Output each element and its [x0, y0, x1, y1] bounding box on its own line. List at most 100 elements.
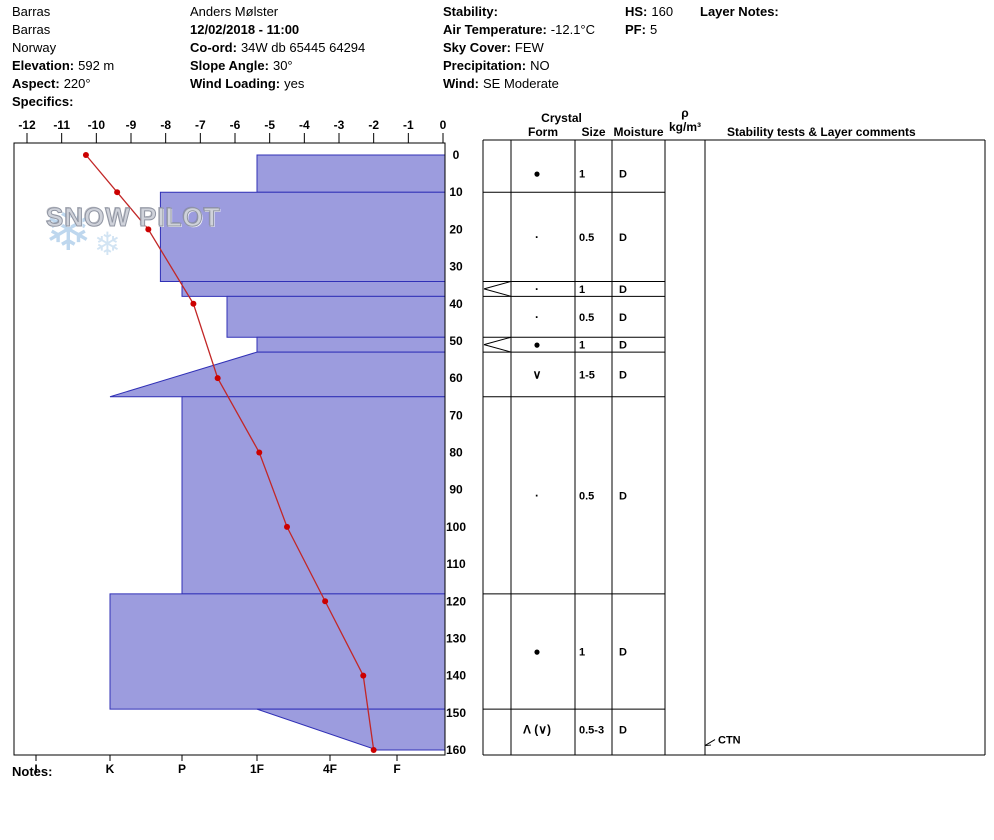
elevation-field: Elevation: 592 m — [12, 58, 114, 74]
crystal-size-value: 0.5-3 — [579, 725, 604, 737]
table-header: Form — [528, 125, 558, 139]
wind-label: Wind: — [443, 76, 479, 91]
crystal-form-symbol: ∨ — [533, 367, 542, 381]
precipitation-label: Precipitation: — [443, 58, 527, 73]
temperature-point — [214, 375, 221, 382]
observer-text: Anders Mølster — [190, 4, 279, 19]
temp-axis-label: -11 — [53, 118, 70, 132]
depth-axis-label: 50 — [449, 334, 463, 348]
depth-axis-label: 0 — [453, 148, 460, 162]
crystal-size-value: 1 — [579, 284, 585, 296]
hardness-axis-label: I — [34, 762, 37, 776]
snow-layer — [226, 295, 446, 338]
air-temp-field: Air Temperature: -12.1°C — [443, 22, 595, 38]
hardness-axis-label: 4F — [323, 762, 337, 776]
slope-angle-value: 30° — [272, 58, 293, 73]
crystal-form-symbol: ● — [533, 338, 540, 352]
chart-border — [13, 142, 446, 756]
hardness-axis-label: 1F — [250, 762, 264, 776]
slope-angle-label: Slope Angle: — [190, 58, 269, 73]
temperature-point — [114, 189, 121, 196]
stability-test-label: CTN — [718, 735, 741, 747]
layer-notes-field: Layer Notes: — [700, 4, 783, 20]
depth-axis-label: 70 — [449, 408, 463, 422]
moisture-value: D — [619, 369, 627, 381]
notes-field: Notes: — [12, 764, 56, 780]
crystal-size-value: 1 — [579, 169, 585, 181]
coordinates-label: Co-ord: — [190, 40, 237, 55]
depth-axis-label: 80 — [449, 446, 463, 460]
temp-axis-label: -2 — [368, 118, 379, 132]
crystal-form-symbol: ● — [533, 644, 540, 658]
coordinates-value: 34W db 65445 64294 — [240, 40, 366, 55]
precipitation-value: NO — [530, 58, 550, 73]
sky-cover-label: Sky Cover: — [443, 40, 511, 55]
country: Norway — [12, 40, 56, 56]
moisture-value: D — [619, 312, 627, 324]
snow-layer — [159, 191, 446, 282]
aspect-field: Aspect: 220° — [12, 76, 91, 92]
layer-notes-label: Layer Notes: — [700, 4, 779, 19]
hardness-axis-label: F — [393, 762, 400, 776]
hs-field: HS: 160 — [625, 4, 673, 20]
observer: Anders Mølster — [190, 4, 278, 20]
hs-label: HS: — [625, 4, 648, 19]
coordinates-field: Co-ord: 34W db 65445 64294 — [190, 40, 365, 56]
depth-axis-label: 150 — [446, 706, 466, 720]
crystal-size-value: 1-5 — [579, 369, 595, 381]
snow-layer — [181, 280, 446, 297]
pf-label: PF: — [625, 22, 646, 37]
depth-axis-label: 160 — [446, 743, 466, 757]
specifics-label: Specifics: — [12, 94, 74, 109]
temp-axis-label: 0 — [440, 118, 447, 132]
snow-layer — [256, 708, 446, 751]
depth-axis-label: 140 — [446, 669, 466, 683]
table-header: Stability tests & Layer comments — [727, 125, 916, 139]
hardness-axis-label: P — [178, 762, 186, 776]
snow-layer — [256, 154, 446, 193]
temp-axis-label: -12 — [18, 118, 36, 132]
datetime-text: 12/02/2018 - 11:00 — [190, 22, 300, 37]
crystal-form-symbol: ● — [533, 167, 540, 181]
moisture-value: D — [619, 169, 627, 181]
table-header: kg/m³ — [669, 120, 701, 134]
depth-axis-label: 120 — [446, 594, 466, 608]
moisture-value: D — [619, 490, 627, 502]
crystal-form-symbol: · — [535, 310, 539, 324]
table-header: Size — [581, 125, 605, 139]
temperature-point — [370, 747, 377, 753]
thin-layer-connector — [483, 288, 512, 297]
temperature-point — [360, 672, 367, 679]
pf-field: PF: 5 — [625, 22, 657, 38]
snow-layer — [181, 396, 446, 595]
stability-field: Stability: — [443, 4, 502, 20]
hardness-axis-label: K — [106, 762, 115, 776]
temp-axis-label: -6 — [230, 118, 241, 132]
snow-layer — [109, 593, 446, 710]
slope-angle-field: Slope Angle: 30° — [190, 58, 293, 74]
crystal-size-value: 0.5 — [579, 232, 594, 244]
depth-axis-label: 130 — [446, 631, 466, 645]
thin-layer-connector — [483, 280, 512, 290]
temp-axis-label: -4 — [299, 118, 310, 132]
temp-axis-label: -5 — [264, 118, 275, 132]
elevation-label: Elevation: — [12, 58, 75, 73]
temp-axis-label: -7 — [195, 118, 206, 132]
datetime: 12/02/2018 - 11:00 — [190, 22, 303, 38]
crystal-size-value: 1 — [579, 340, 585, 352]
notes-label: Notes: — [12, 764, 53, 779]
temperature-point — [256, 449, 263, 456]
air-temp-label: Air Temperature: — [443, 22, 547, 37]
wind-loading-value: yes — [284, 76, 305, 91]
wind-loading-label: Wind Loading: — [190, 76, 281, 91]
wind-field: Wind: SE Moderate — [443, 76, 559, 92]
sky-cover-field: Sky Cover: FEW — [443, 40, 544, 56]
temperature-point — [190, 300, 197, 307]
crystal-form-symbol: · — [535, 282, 539, 296]
depth-axis-label: 40 — [449, 297, 463, 311]
moisture-value: D — [619, 646, 627, 658]
wind-loading-field: Wind Loading: yes — [190, 76, 304, 92]
depth-axis-label: 10 — [449, 185, 463, 199]
